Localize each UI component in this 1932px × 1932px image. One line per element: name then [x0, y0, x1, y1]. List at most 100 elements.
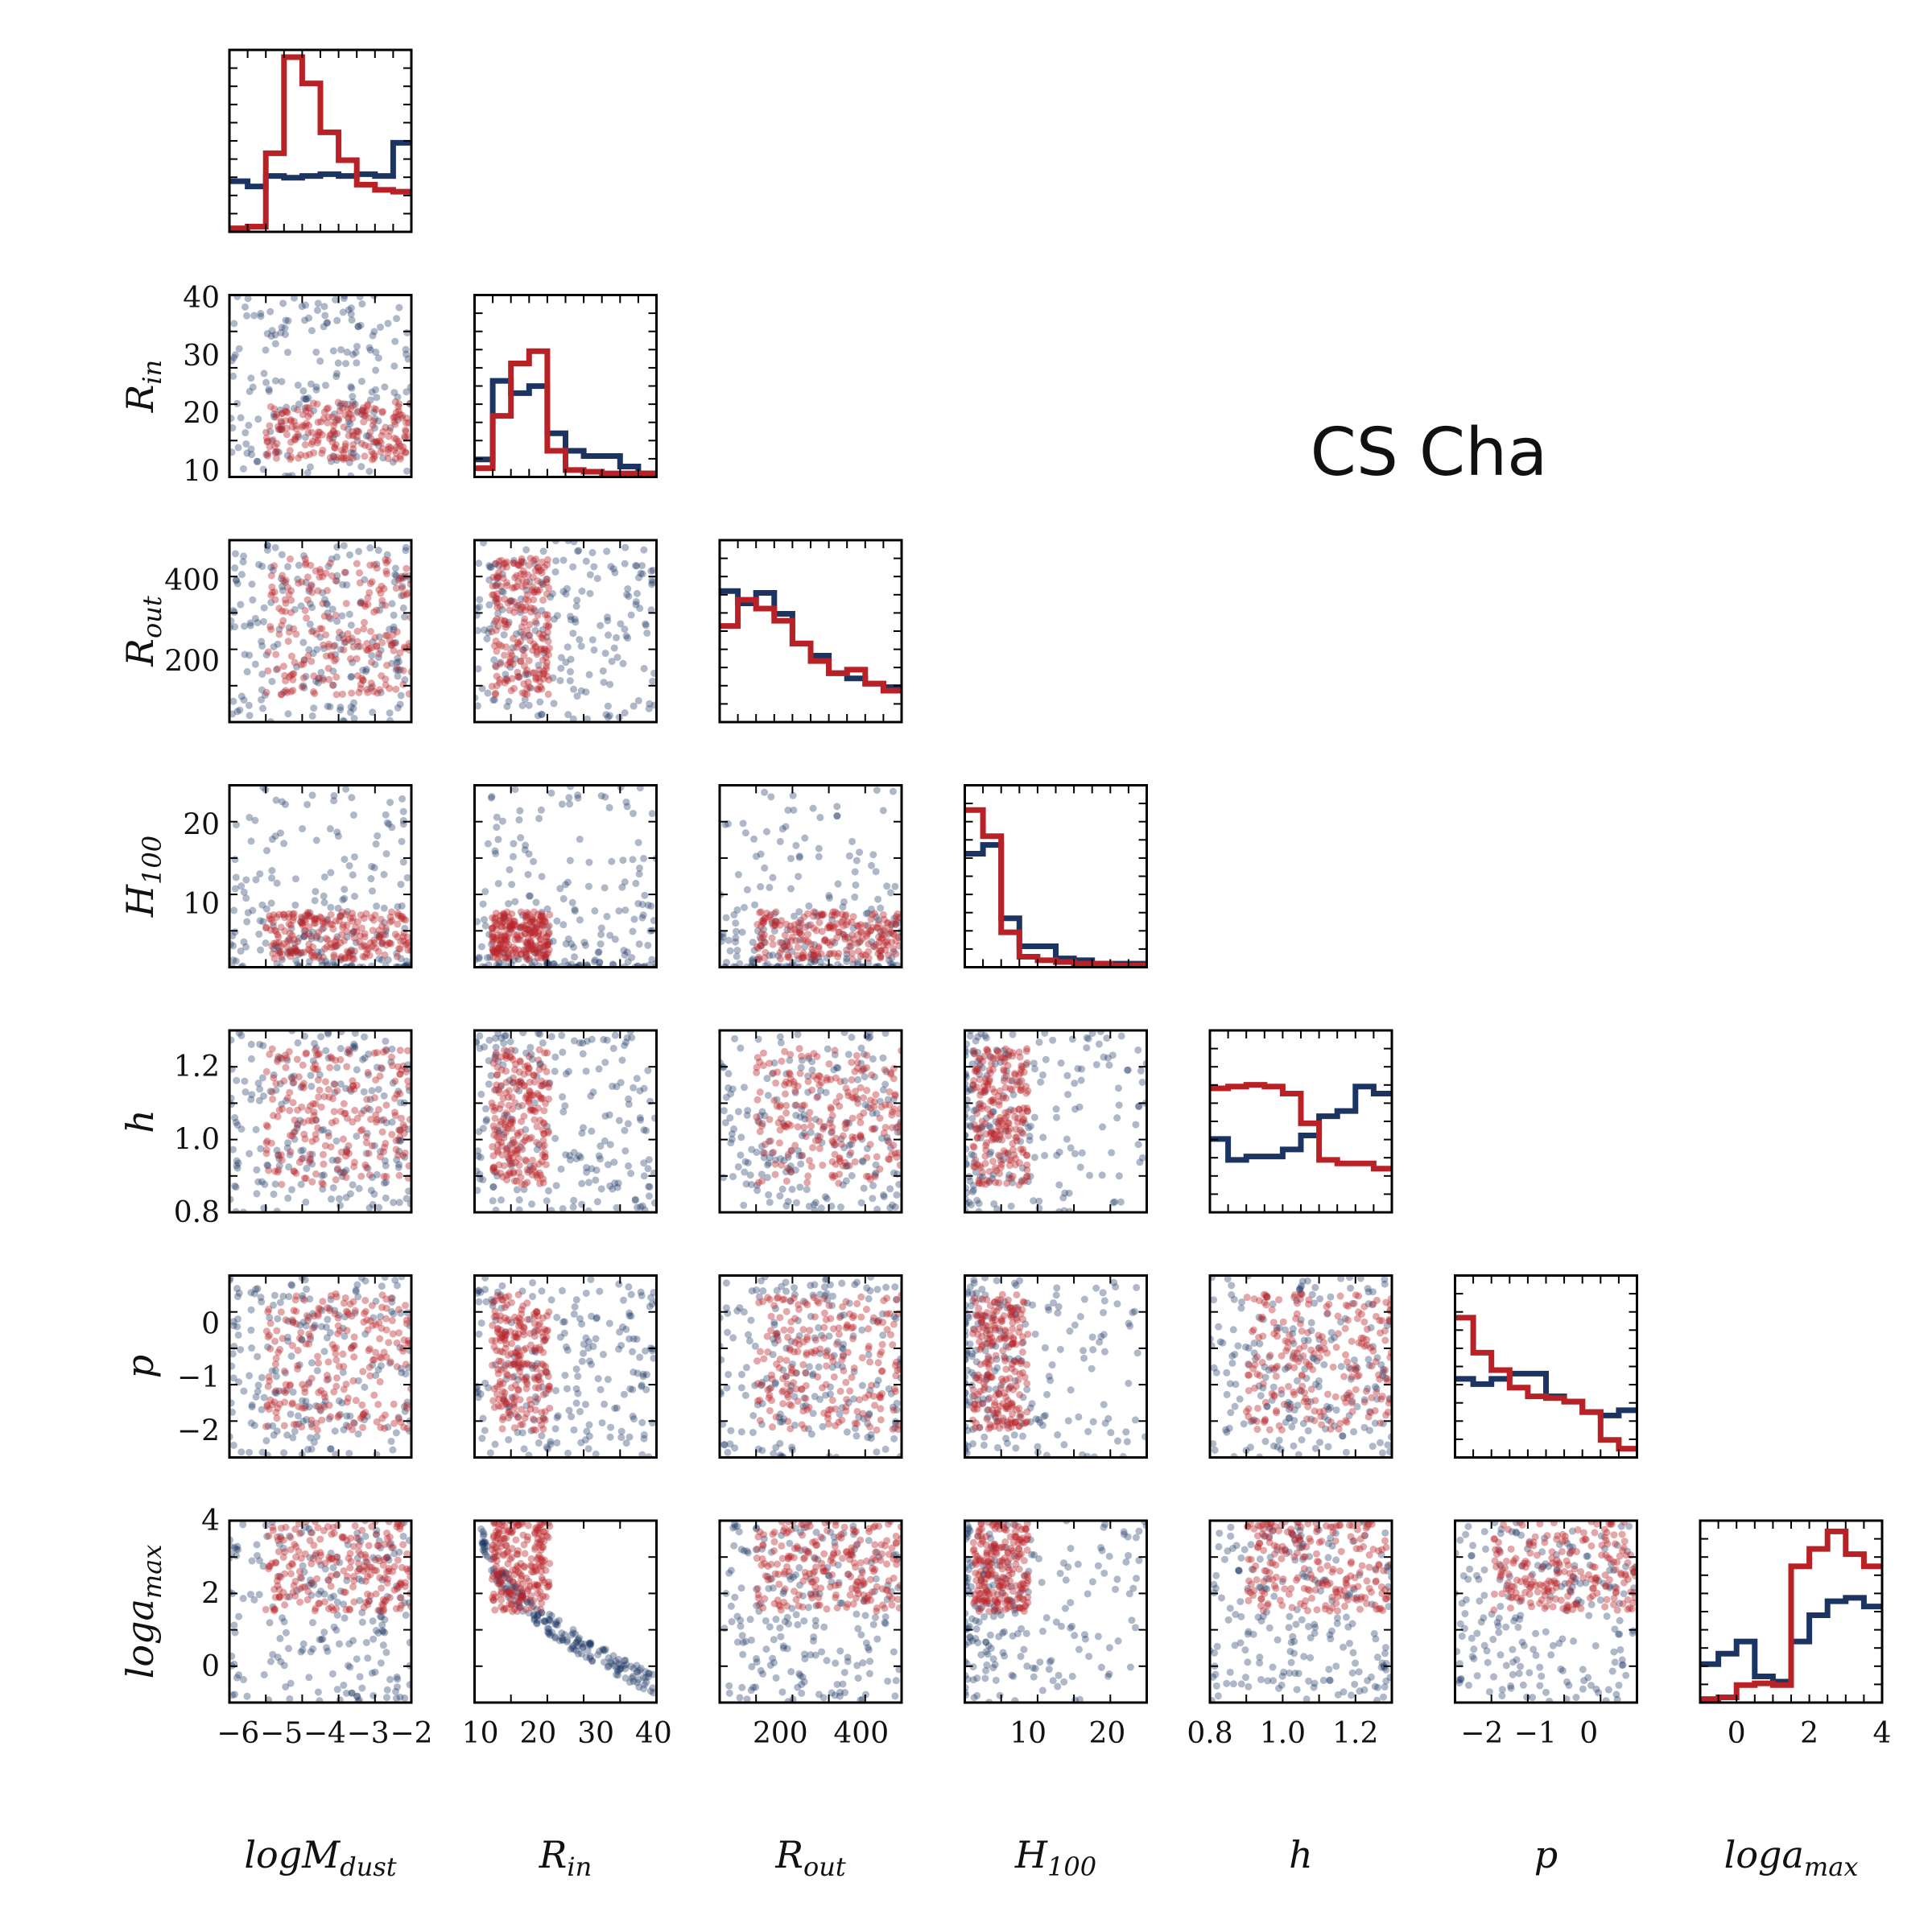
point-red [498, 1151, 506, 1159]
point-red [491, 1104, 499, 1112]
point-red [302, 1340, 310, 1348]
point-blue [324, 1030, 332, 1038]
point-red [509, 634, 517, 642]
point-red [336, 628, 344, 636]
point-red [819, 1125, 827, 1133]
point-red [270, 927, 279, 935]
point-red [989, 1096, 997, 1104]
point-red [979, 1168, 987, 1176]
point-blue [536, 698, 544, 706]
point-red [503, 677, 511, 685]
point-blue [965, 1199, 973, 1207]
point-red [350, 934, 358, 942]
point-blue [278, 551, 286, 559]
point-blue [503, 703, 511, 711]
point-blue [271, 377, 279, 385]
point-red [778, 917, 786, 925]
point-red [989, 1129, 997, 1137]
point-blue [743, 1111, 751, 1119]
point-red [293, 947, 301, 956]
point-red [499, 1395, 507, 1403]
point-blue [349, 871, 357, 879]
point-red [268, 1401, 276, 1409]
point-red [391, 1077, 399, 1085]
point-red [970, 1046, 978, 1055]
y-tick-label: 30 [183, 340, 220, 373]
point-red [863, 1087, 871, 1095]
point-blue [629, 1348, 637, 1356]
scatter-points [229, 1275, 411, 1458]
point-blue [289, 1079, 297, 1087]
point-red [872, 941, 880, 949]
point-blue [804, 1072, 812, 1080]
point-red [302, 1174, 310, 1183]
point-blue [330, 1080, 338, 1088]
point-blue [647, 902, 655, 910]
point-red [343, 1327, 351, 1335]
point-blue [490, 620, 498, 628]
point-red [857, 1067, 865, 1075]
point-red [515, 1315, 523, 1323]
point-blue [786, 1166, 794, 1174]
point-blue [322, 382, 330, 390]
point-red [495, 1161, 503, 1169]
point-blue [515, 672, 523, 680]
point-blue [976, 1173, 985, 1181]
point-blue [547, 1207, 555, 1212]
point-red [1012, 1133, 1020, 1141]
point-red [291, 1128, 299, 1136]
point-red [532, 1364, 540, 1373]
point-blue [353, 342, 361, 350]
point-red [527, 1104, 535, 1113]
point-blue [229, 942, 237, 950]
point-red [313, 439, 321, 447]
point-blue [276, 1298, 284, 1307]
point-blue [252, 876, 260, 884]
point-blue [795, 955, 803, 963]
point-red [508, 675, 516, 683]
point-red [502, 1108, 510, 1117]
point-blue [287, 1410, 295, 1418]
point-blue [740, 903, 748, 911]
point-blue [782, 1168, 790, 1176]
point-blue [396, 700, 404, 708]
point-red [334, 1322, 342, 1330]
point-blue [722, 959, 730, 967]
point-red [497, 1336, 505, 1344]
point-blue [559, 1204, 567, 1212]
y-tick-label: 200 [164, 646, 220, 679]
point-blue [721, 820, 729, 828]
point-blue [749, 955, 757, 963]
point-red [374, 1105, 382, 1113]
point-red [539, 1094, 547, 1102]
point-blue [324, 601, 332, 609]
point-blue [788, 1185, 796, 1193]
point-blue [258, 642, 266, 650]
point-red [299, 1118, 308, 1126]
point-red [292, 422, 300, 430]
point-blue [845, 1119, 853, 1127]
point-red [837, 1140, 845, 1148]
point-blue [1138, 1154, 1146, 1162]
point-blue [758, 1142, 766, 1150]
point-red [814, 951, 822, 959]
point-blue [547, 1033, 555, 1041]
point-blue [515, 1196, 523, 1204]
point-red [526, 1091, 534, 1099]
point-red [526, 947, 534, 955]
point-blue [275, 625, 283, 634]
point-blue [498, 817, 506, 825]
point-red [506, 1170, 514, 1179]
point-blue [635, 940, 643, 948]
point-blue [879, 1054, 887, 1062]
point-blue [393, 658, 401, 667]
point-red [321, 1393, 329, 1402]
point-blue [586, 1357, 594, 1365]
point-blue [732, 938, 740, 946]
point-red [381, 1424, 389, 1432]
point-red [350, 1162, 358, 1170]
point-red [839, 1132, 847, 1140]
point-red [825, 923, 833, 931]
point-blue [253, 457, 261, 465]
point-red [337, 454, 345, 462]
